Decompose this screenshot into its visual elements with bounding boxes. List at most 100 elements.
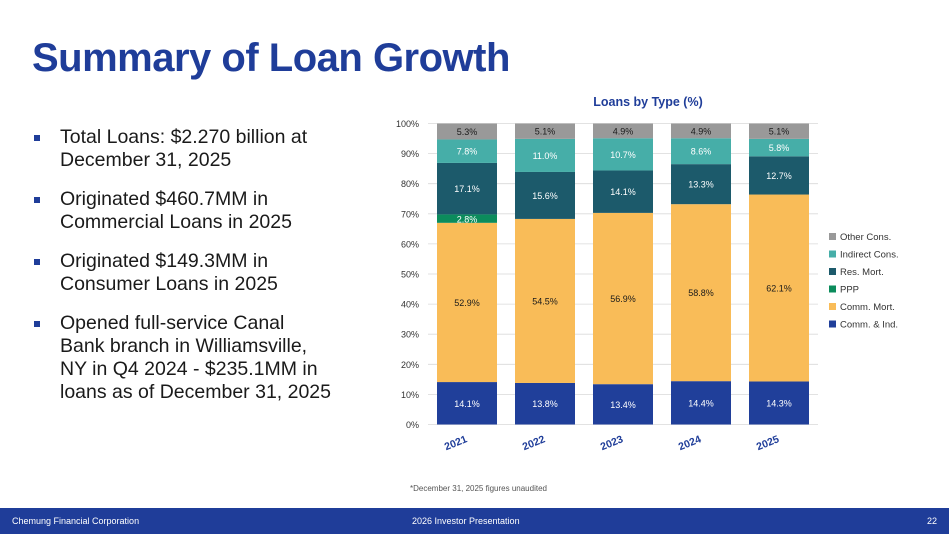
- bar-segment: [671, 138, 731, 165]
- data-label: 4.9%: [613, 126, 634, 136]
- y-tick-label: 90%: [401, 149, 419, 159]
- bar-segment: [749, 194, 809, 382]
- bar-segment: [437, 214, 497, 223]
- bullet-text: Originated $460.7MM in Commercial Loans …: [60, 188, 292, 233]
- data-label: 17.1%: [454, 184, 480, 194]
- bar-segment: [515, 382, 575, 425]
- data-label: 14.1%: [610, 187, 636, 197]
- data-label: 62.1%: [766, 283, 792, 293]
- data-label: 11.0%: [533, 151, 558, 161]
- legend-label: Comm. & Ind.: [840, 320, 898, 331]
- x-tick-label: 2023: [599, 433, 625, 453]
- legend-label: Other Cons.: [840, 232, 891, 243]
- footer-page-number: 22: [926, 516, 937, 526]
- bar-segment: [671, 204, 731, 382]
- bar-segment: [593, 123, 653, 139]
- bar-segment: [749, 156, 809, 195]
- bar-segment: [437, 162, 497, 215]
- data-label: 10.7%: [610, 150, 636, 160]
- data-label: 14.3%: [766, 398, 792, 408]
- bullet-marker: [34, 259, 40, 265]
- y-tick-label: 80%: [401, 179, 419, 189]
- bar-segment: [593, 212, 653, 385]
- bullet-item: Opened full-service Canal Bank branch in…: [34, 312, 334, 404]
- data-label: 15.6%: [532, 191, 558, 201]
- data-label: 13.4%: [610, 400, 636, 410]
- bullet-item: Originated $149.3MM in Consumer Loans in…: [34, 250, 334, 296]
- data-label: 5.8%: [769, 143, 790, 153]
- x-tick-label: 2022: [521, 433, 547, 453]
- legend-label: Comm. Mort.: [840, 302, 895, 313]
- bar-segment: [749, 123, 809, 139]
- bar-segment: [749, 138, 809, 157]
- data-label: 5.1%: [535, 127, 556, 137]
- legend-swatch: [829, 285, 836, 293]
- data-label: 54.5%: [532, 296, 558, 306]
- y-tick-label: 0%: [406, 420, 419, 430]
- bar-segment: [593, 384, 653, 425]
- footer-presentation: 2026 Investor Presentation: [412, 516, 520, 526]
- bar-segment: [749, 381, 809, 425]
- bullet-marker: [34, 197, 40, 203]
- y-tick-label: 60%: [401, 239, 419, 249]
- bar-segment: [671, 123, 731, 139]
- chart-title: Loans by Type (%): [593, 95, 703, 109]
- bar-segment: [437, 139, 497, 163]
- bar-segment: [593, 138, 653, 171]
- y-tick-label: 100%: [396, 119, 419, 129]
- page-title: Summary of Loan Growth: [32, 36, 510, 80]
- bar-segment: [671, 164, 731, 205]
- data-label: 5.3%: [457, 127, 478, 137]
- data-label: 56.9%: [610, 294, 636, 304]
- x-tick-label: 2025: [755, 433, 781, 453]
- footer-company: Chemung Financial Corporation: [12, 516, 140, 526]
- bullet-marker: [34, 135, 40, 141]
- legend-label: Indirect Cons.: [840, 250, 899, 261]
- bullet-text: Total Loans: $2.270 billion at December …: [60, 126, 308, 171]
- legend-swatch: [829, 303, 836, 310]
- x-tick-label: 2024: [677, 433, 703, 453]
- y-tick-label: 10%: [401, 390, 419, 400]
- bullet-item: Total Loans: $2.270 billion at December …: [34, 126, 334, 172]
- bullet-item: Originated $460.7MM in Commercial Loans …: [34, 188, 334, 234]
- y-tick-label: 50%: [401, 270, 419, 280]
- bar-segment: [515, 138, 575, 172]
- bar-segment: [437, 222, 497, 383]
- data-label: 14.4%: [688, 398, 714, 408]
- footer-bar: Chemung Financial Corporation 2026 Inves…: [0, 508, 949, 534]
- y-tick-label: 20%: [401, 360, 419, 370]
- data-label: 14.1%: [454, 399, 480, 409]
- bullet-list: Total Loans: $2.270 billion at December …: [34, 126, 334, 420]
- y-tick-label: 30%: [401, 330, 419, 340]
- bar-segment: [515, 171, 575, 219]
- data-label: 8.6%: [691, 147, 712, 157]
- x-tick-label: 2021: [443, 433, 469, 453]
- y-tick-label: 70%: [401, 209, 419, 219]
- data-label: 12.7%: [766, 171, 792, 181]
- data-label: 58.8%: [688, 288, 714, 298]
- y-tick-label: 40%: [401, 300, 419, 310]
- bullet-marker: [34, 321, 40, 327]
- bar-segment: [515, 123, 575, 139]
- data-label: 5.1%: [769, 127, 790, 137]
- data-label: 7.8%: [457, 147, 478, 157]
- legend-label: Res. Mort.: [840, 267, 884, 278]
- bar-segment: [515, 218, 575, 383]
- data-label: 4.9%: [691, 126, 712, 136]
- bullet-text: Opened full-service Canal Bank branch in…: [60, 312, 332, 403]
- bar-segment: [671, 381, 731, 425]
- data-label: 2.8%: [457, 214, 478, 224]
- legend-swatch: [829, 233, 836, 240]
- footnote: *December 31, 2025 figures unaudited: [410, 484, 547, 493]
- legend-label: PPP: [840, 285, 859, 296]
- data-label: 13.3%: [688, 180, 714, 190]
- bullet-text: Originated $149.3MM in Consumer Loans in…: [60, 250, 278, 295]
- bar-segment: [593, 170, 653, 213]
- data-label: 52.9%: [454, 298, 480, 308]
- legend-swatch: [829, 320, 836, 328]
- data-label: 13.8%: [532, 399, 558, 409]
- legend-swatch: [829, 268, 836, 275]
- legend-swatch: [829, 250, 836, 258]
- bar-segment: [437, 123, 497, 140]
